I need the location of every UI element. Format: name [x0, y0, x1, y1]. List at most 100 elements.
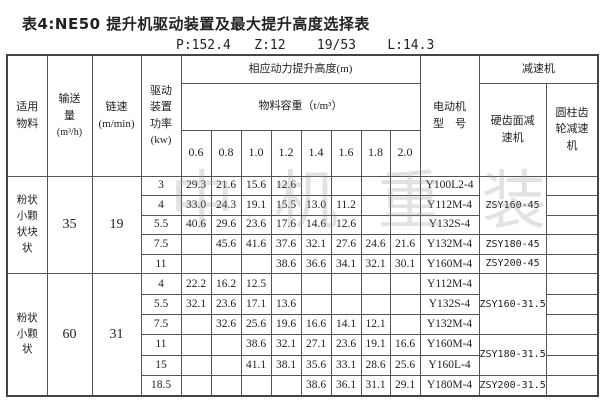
reducer-cell: ZSY180-31.5: [478, 334, 547, 376]
header-speed-unit: (m/min): [98, 117, 135, 130]
height-cell: [180, 314, 212, 336]
height-cell: [210, 253, 242, 275]
density-header-1.2: 1.2: [270, 129, 302, 177]
motor-cell: Y112M-4: [419, 195, 480, 216]
height-cell: 32.1: [360, 253, 391, 275]
height-cell: 37.6: [270, 234, 302, 255]
power-cell: 5.5: [140, 214, 182, 236]
height-cell: 40.6: [180, 214, 212, 236]
cyl-gear-cell: [545, 214, 599, 236]
height-cell: 33.1: [330, 354, 362, 376]
height-cell: 36.6: [300, 253, 332, 275]
cyl-gear-cell: [545, 354, 599, 376]
height-cell: 30.1: [389, 253, 421, 275]
height-cell: 31.1: [360, 374, 391, 397]
height-cell: 24.3: [210, 195, 242, 216]
height-cell: 29.6: [210, 214, 242, 236]
height-cell: 12.6: [330, 214, 362, 236]
height-cell: 16.6: [389, 334, 421, 356]
motor-cell: Y132M-4: [419, 314, 480, 336]
height-cell: [240, 253, 272, 275]
table-row: 粉状小颗状 60 31 4 22.2 16.2 12.5 Y112M-4 ZSY160-31.5: [6, 273, 599, 397]
height-cell: 29.3: [180, 175, 212, 197]
header-density: 物料容重（t/m³）: [180, 82, 421, 131]
motor-cell: Y100L2-4: [419, 175, 480, 197]
height-cell: [180, 253, 212, 275]
height-cell: 15.6: [240, 175, 272, 197]
height-cell: 28.6: [360, 354, 391, 376]
capacity-cell: 35: [46, 175, 93, 275]
height-cell: [180, 234, 212, 255]
table-parameters: P:152.4 Z:12 19/53 L:14.3: [176, 38, 435, 53]
height-cell: [180, 374, 212, 397]
height-cell: 12.1: [360, 314, 391, 336]
height-cell: 17.6: [270, 214, 302, 236]
header-motor: 电动机型 号: [419, 54, 480, 177]
motor-cell: Y160M-4: [419, 253, 480, 275]
height-cell: 24.6: [360, 234, 391, 255]
height-cell: [389, 293, 421, 316]
motor-cell: Y132M-4: [419, 234, 480, 255]
header-material: 适用物料: [6, 54, 48, 177]
motor-cell: Y132S-4: [419, 214, 480, 236]
capacity-cell: 60: [46, 273, 93, 397]
power-cell: 7.5: [140, 234, 182, 255]
height-cell: 23.6: [330, 334, 362, 356]
header-cyl-gear: 圆柱齿轮减速机: [545, 82, 599, 177]
motor-cell: Y160L-4: [419, 354, 480, 376]
density-header-0.6: 0.6: [180, 129, 212, 177]
table-row: 5.5 40.6 29.6 23.6 17.6 14.6 12.6 Y132S-4: [7, 214, 599, 236]
height-cell: [330, 175, 362, 197]
height-cell: [180, 334, 212, 356]
cyl-gear-cell: [545, 253, 599, 275]
header-speed-label: 链速: [105, 101, 128, 114]
height-cell: [300, 175, 332, 197]
height-cell: 38.6: [300, 374, 332, 397]
reducer-cell: ZSY160-45: [478, 175, 547, 236]
cyl-gear-cell: [545, 293, 599, 316]
cyl-gear-cell: [545, 273, 599, 295]
height-cell: [389, 273, 421, 295]
motor-cell: Y160M-4: [419, 334, 480, 356]
height-cell: [300, 273, 332, 295]
height-cell: 25.6: [389, 354, 421, 376]
reducer-cell: ZSY160-31.5: [478, 273, 547, 336]
height-cell: 13.0: [300, 195, 332, 216]
height-cell: 19.6: [270, 314, 302, 336]
height-cell: [330, 273, 362, 295]
height-cell: [360, 273, 391, 295]
height-cell: 38.6: [270, 253, 302, 275]
height-cell: 32.6: [210, 314, 242, 336]
reducer-cell: ZSY180-45: [478, 234, 547, 255]
header-reducer: 减速机: [478, 54, 599, 84]
motor-cell: Y180M-4: [419, 374, 480, 397]
height-cell: 32.1: [300, 234, 332, 255]
cyl-gear-cell: [545, 195, 599, 216]
height-cell: 19.1: [360, 334, 391, 356]
cyl-gear-cell: [545, 334, 599, 356]
height-cell: 27.6: [330, 234, 362, 255]
header-power-label: 驱动装置功率: [150, 84, 172, 130]
height-cell: 41.1: [240, 354, 272, 376]
height-cell: 35.6: [300, 354, 332, 376]
table-row: 11 38.6 32.1 27.1 23.6 19.1 16.6 Y160M-4 ZSY180-…: [7, 334, 599, 376]
height-cell: 34.1: [330, 253, 362, 275]
density-header-1.0: 1.0: [240, 129, 272, 177]
density-header-1.8: 1.8: [360, 129, 391, 177]
header-power: 驱动装置功率 (kw): [140, 54, 182, 177]
motor-cell: Y132S-4: [419, 293, 480, 316]
height-cell: 12.5: [240, 273, 272, 295]
height-cell: 27.1: [300, 334, 332, 356]
height-cell: 22.2: [180, 273, 212, 295]
header-height: 相应动力提升高度(m): [180, 54, 421, 84]
height-cell: [240, 374, 272, 397]
height-cell: [300, 293, 332, 316]
height-cell: 38.1: [270, 354, 302, 376]
reducer-cell: ZSY200-45: [478, 253, 547, 275]
height-cell: [360, 293, 391, 316]
header-capacity-label: 输送量: [58, 93, 81, 122]
height-cell: [210, 374, 242, 397]
height-cell: [389, 214, 421, 236]
height-cell: 13.6: [270, 293, 302, 316]
height-cell: 45.6: [210, 234, 242, 255]
